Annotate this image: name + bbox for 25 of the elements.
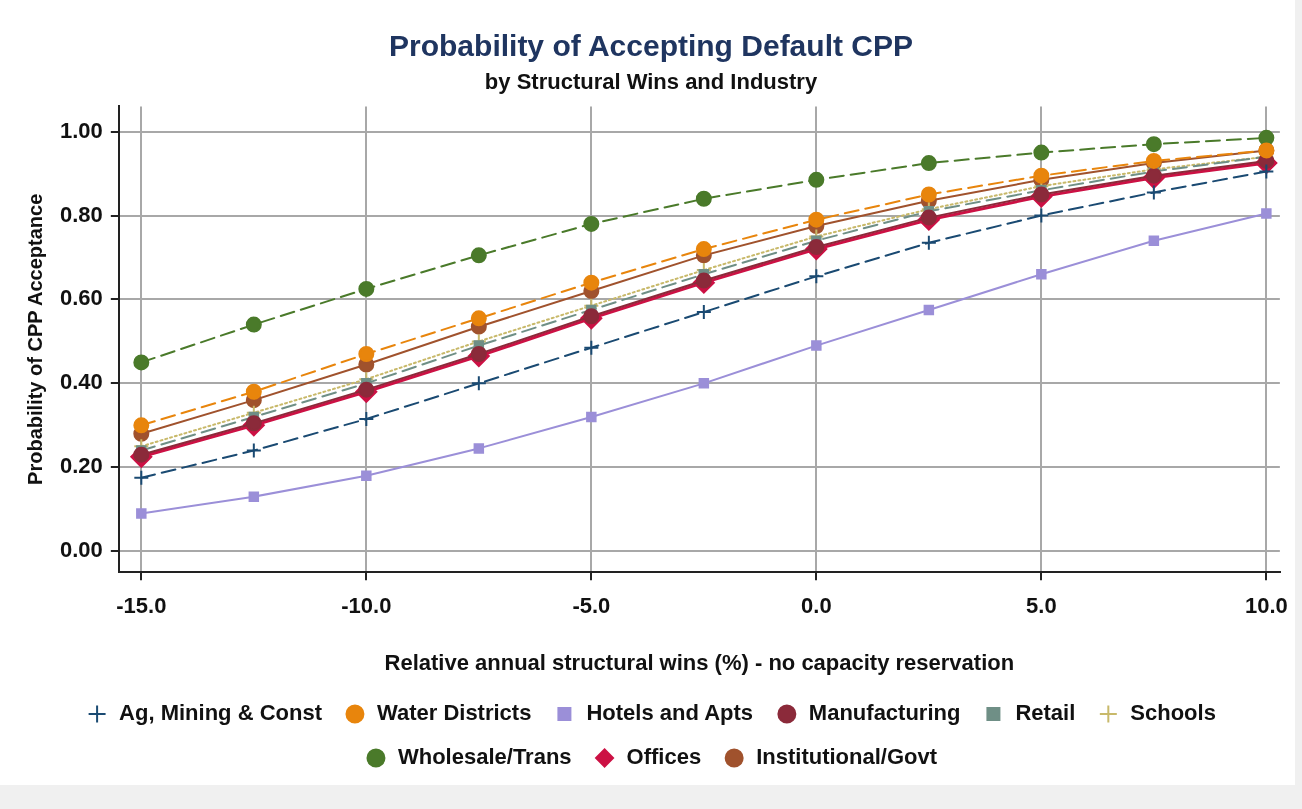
x-tick-label: 0.0 <box>801 593 832 619</box>
y-tick-label: 0.20 <box>59 453 103 479</box>
y-tick-label: 1.00 <box>59 117 103 143</box>
y-tick-label: 0.60 <box>59 285 103 311</box>
chart-subtitle: by Structural Wins and Industry <box>484 69 818 95</box>
x-tick-label: -10.0 <box>341 593 392 619</box>
y-tick-label: 0.80 <box>59 201 103 227</box>
legend-label: Hotels and Apts <box>586 700 754 726</box>
x-tick-label: -5.0 <box>572 593 611 619</box>
x-axis-title: Relative annual structural wins (%) - no capacity reservation <box>384 649 1015 675</box>
y-tick-label: 0.00 <box>59 537 103 563</box>
chart-title: Probability of Accepting Default CPP <box>389 29 913 63</box>
legend-label: Water Districts <box>376 700 532 726</box>
y-axis-title: Probability of CPP Acceptance <box>23 193 46 485</box>
legend-label: Manufacturing <box>808 700 961 726</box>
legend-label: Schools <box>1130 700 1216 726</box>
legend-label: Retail <box>1015 700 1076 726</box>
x-tick-label: 10.0 <box>1244 593 1288 619</box>
x-tick-label: 5.0 <box>1026 593 1057 619</box>
y-tick-label: 0.40 <box>59 369 103 395</box>
legend-label: Ag, Mining & Const <box>119 700 323 726</box>
legend-label: Institutional/Govt <box>756 744 938 770</box>
x-tick-label: -15.0 <box>116 593 167 619</box>
legend-label: Offices <box>626 744 702 770</box>
legend-label: Wholesale/Trans <box>397 744 572 770</box>
